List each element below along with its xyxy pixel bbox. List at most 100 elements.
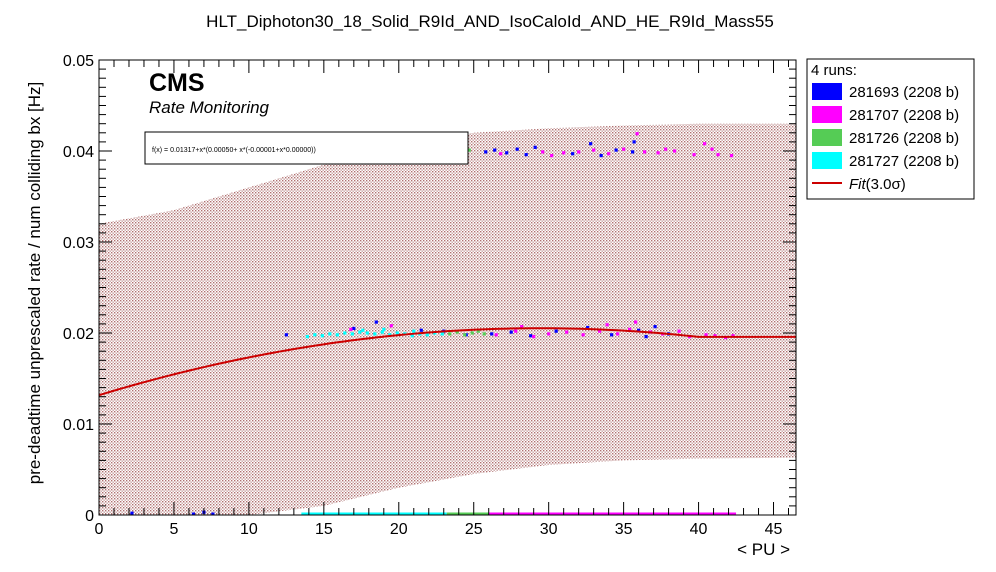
data-point-run-281693 [130,511,134,515]
y-tick-label: 0.03 [63,235,94,252]
chart-title: HLT_Diphoton30_18_Solid_R9Id_AND_IsoCalo… [206,12,774,31]
data-point-run-281707 [598,329,602,333]
data-point-run-281693 [632,140,636,144]
data-point-run-281707 [605,323,609,327]
data-point-run-281727 [313,333,317,337]
data-point-run-281727 [343,331,347,335]
data-point-run-281726 [463,333,467,337]
x-tick-label: 35 [615,521,633,538]
data-point-run-281707 [581,333,585,337]
y-tick-label: 0 [85,508,94,525]
x-tick-label: 45 [765,521,783,538]
data-point-run-281707 [616,332,620,336]
data-point-run-281707 [541,150,545,154]
data-point-run-281707 [704,333,708,337]
y-tick-label: 0.04 [63,144,94,161]
y-tick-label: 0.02 [63,326,94,343]
legend-label-fit: Fit(3.0σ) [849,176,906,193]
data-point-run-281727 [320,334,324,338]
data-point-run-281707 [562,151,566,155]
x-tick-label: 0 [95,521,104,538]
data-point-run-281727 [412,329,416,333]
data-point-run-281693 [586,325,590,330]
data-point-run-281707 [550,153,554,158]
data-point-run-281693 [653,325,657,329]
fit-formula-box [144,131,469,165]
data-point-run-281693 [484,150,488,154]
data-point-run-281707 [663,147,668,151]
data-point-run-281707 [622,147,626,151]
data-point-run-281693 [493,148,497,152]
data-point-run-281707 [520,325,524,329]
data-point-run-281727 [410,334,414,338]
data-point-run-281693 [589,142,593,146]
data-point-run-281707 [349,327,353,331]
data-point-run-281707 [716,153,720,157]
data-point-run-281693 [524,153,528,157]
data-point-run-281726 [467,148,471,152]
y-tick-label: 0.05 [63,53,94,70]
data-point-run-281727 [440,332,444,336]
y-tick-label: 0.01 [63,417,94,434]
data-point-run-281707 [702,142,707,146]
data-point-run-281693 [614,148,618,152]
data-point-run-281693 [599,153,603,158]
data-point-run-281707 [494,333,498,337]
data-point-run-281707 [643,150,647,154]
data-point-run-281707 [692,153,696,157]
fit-curve [99,327,796,397]
x-axis-title: < PU > [737,540,790,559]
data-point-run-281727 [365,331,369,335]
legend-swatch [812,152,842,169]
data-point-run-281727 [380,330,384,334]
data-point-run-281707 [656,151,660,155]
legend-label: 281726 (2208 b) [849,130,959,147]
data-point-run-281726 [476,329,480,333]
data-point-run-281707 [389,324,393,328]
data-point-run-281707 [592,148,596,152]
fit-formula-text: f(x) = 0.01317+x*(0.00050+ x*(-0.00001+x… [152,147,316,154]
data-point-run-281693 [490,332,494,336]
data-point-run-281707 [532,335,536,339]
data-point-run-281707 [677,329,681,333]
data-point-run-281693 [509,330,513,334]
data-point-run-281727 [328,332,332,336]
legend-label: 281727 (2208 b) [849,153,959,170]
data-point-run-281707 [635,132,639,136]
x-tick-label: 40 [690,521,708,538]
data-point-run-281727 [335,333,339,337]
data-point-run-281693 [637,328,641,332]
data-point-run-281693 [419,328,423,332]
data-point-run-281693 [571,152,575,156]
data-point-run-281707 [634,320,638,324]
data-point-run-281693 [533,145,537,149]
data-point-run-281707 [628,327,632,331]
data-point-run-281707 [514,329,518,333]
data-point-run-281727 [382,327,386,331]
data-point-run-281727 [395,331,399,335]
data-point-run-281727 [361,328,365,332]
data-point-run-281727 [373,332,377,336]
data-point-run-281707 [565,330,569,334]
legend-label: 281693 (2208 b) [849,84,959,101]
data-point-run-281707 [710,147,714,151]
legend-swatch [812,106,842,123]
data-point-run-281726 [482,332,486,336]
legend-label: 281707 (2208 b) [849,107,959,124]
legend-swatch [812,83,842,100]
data-point-run-281727 [350,332,354,336]
data-point-run-281693 [505,151,509,155]
data-point-run-281727 [358,330,362,334]
x-tick-label: 5 [169,521,178,538]
data-point-run-281727 [388,333,392,337]
data-point-run-281693 [191,512,196,515]
data-point-run-281707 [672,149,677,153]
data-point-run-281726 [455,330,459,334]
data-point-run-281693 [631,150,635,154]
data-point-run-281707 [499,152,503,156]
data-point-run-281707 [713,334,717,338]
data-point-run-281707 [607,152,611,156]
data-point-run-281707 [547,332,551,336]
legend-swatch [812,129,842,146]
data-point-run-281726 [470,331,474,335]
